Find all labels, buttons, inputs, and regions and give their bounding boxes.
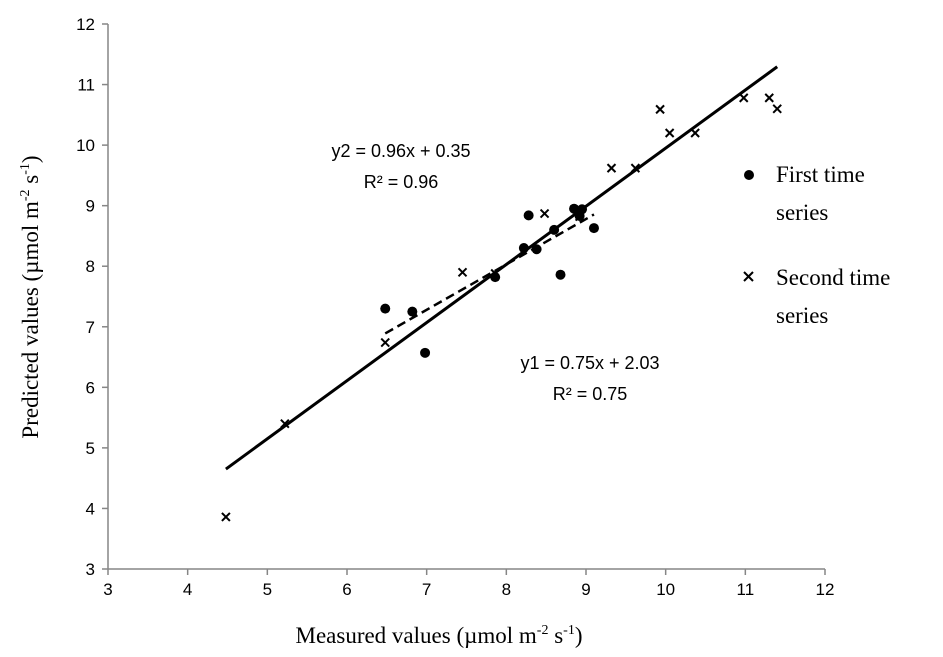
x-tick-label: 12 [816,580,835,599]
x-tick-label: 6 [342,580,351,599]
data-point-first-series [407,306,418,317]
y-tick-label: 7 [86,318,95,337]
data-point-first-series [549,224,560,235]
legend-label-first-series-line1: First time [776,162,865,187]
data-point-second-series [606,163,617,173]
trendline-y1-equation: y1 = 0.75x + 2.03 [520,353,659,373]
x-axis-title: Measured values (µmol m-2 s-1) [296,623,583,648]
axes: 3 4 5 6 7 8 9 10 11 12 3 4 5 6 7 8 9 10 11 12 [76,15,834,599]
data-point-first-series [380,303,391,314]
x-tick-label: 11 [737,580,755,599]
data-point-first-series [577,204,588,215]
data-point-second-series [664,128,675,138]
x-marker-stroke [772,104,782,114]
trendline-y2-r2: R² = 0.96 [364,172,439,192]
x-marker-stroke [764,93,774,103]
x-tick-label: 8 [502,580,511,599]
y-tick-label: 10 [76,136,95,155]
data-point-second-series [764,93,774,103]
x-marker-stroke [457,267,468,277]
y-tick-label: 4 [86,499,95,518]
x-tick-label: 7 [422,580,431,599]
x-marker-stroke [630,163,641,173]
trendline-y2 [225,65,779,471]
x-marker-stroke [739,93,749,103]
y-tick-label: 8 [86,257,95,276]
y-tick-label: 6 [86,378,95,397]
legend-label-first-series-line2: series [776,200,828,225]
data-point-second-series [630,163,641,173]
x-marker-stroke [606,163,617,173]
x-tick-label: 9 [581,580,590,599]
legend-marker-second-series [743,271,754,282]
data-point-second-series [380,337,390,348]
data-point-first-series [588,223,599,234]
x-tick-label: 5 [263,580,272,599]
x-tick-label: 4 [183,580,192,599]
data-point-second-series [772,104,782,114]
y-tick-label: 12 [76,15,95,34]
x-marker-stroke [221,512,231,522]
data-point-second-series [739,93,749,103]
data-point-first-series [531,244,542,255]
y-tick-label: 9 [86,197,95,216]
data-point-second-series [574,211,585,222]
legend: First time series Second time series [743,162,890,328]
data-point-second-series [221,512,231,522]
y-tick-label: 11 [77,76,95,95]
x-marker-stroke [690,128,700,138]
y-tick-label: 3 [86,560,95,579]
data-points [221,93,782,522]
data-point-first-series [569,203,580,214]
data-point-first-series [420,347,431,358]
x-marker-stroke [655,104,665,115]
x-marker-stroke [574,211,585,222]
data-point-second-series [655,104,665,115]
trendline-y2-equation: y2 = 0.96x + 0.35 [331,141,470,161]
legend-label-second-series-line1: Second time [776,265,890,290]
y-tick-label: 5 [86,439,95,458]
x-marker-stroke [539,208,550,219]
data-point-second-series [539,208,550,219]
x-marker-stroke [280,418,290,429]
legend-label-second-series-line2: series [776,303,828,328]
x-tick-label: 10 [656,580,675,599]
legend-marker-first-series [744,170,754,180]
trendlines [225,65,779,471]
y-axis-title: Predicted values (µmol m-2 s-1) [18,155,43,438]
trendline-y1-r2: R² = 0.75 [553,384,628,404]
x-marker-stroke [490,268,500,279]
x-marker-stroke [664,128,675,138]
x-tick-label: 3 [103,580,112,599]
data-point-first-series [555,269,566,280]
data-point-first-series [523,210,534,221]
data-point-second-series [280,418,290,429]
data-point-second-series [690,128,700,138]
data-point-second-series [457,267,468,277]
x-marker-stroke [380,337,390,348]
data-point-first-series [518,243,529,254]
data-point-second-series [490,268,500,279]
trendline-y1 [384,213,595,335]
